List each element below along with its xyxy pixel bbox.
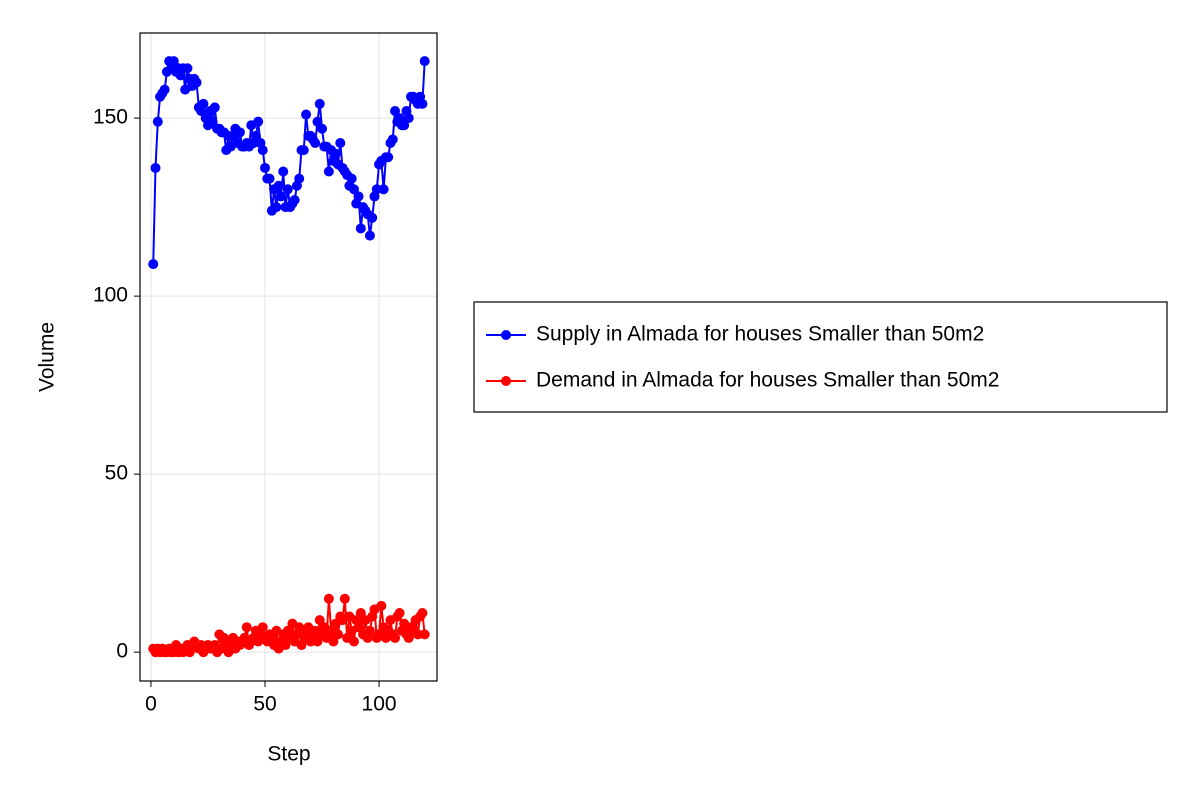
x-axis-label: Step	[267, 743, 310, 766]
point	[376, 600, 387, 611]
point	[346, 173, 357, 184]
point	[241, 622, 252, 633]
y-tick-label: 50	[105, 462, 128, 485]
point	[301, 109, 312, 120]
point	[161, 66, 172, 77]
point	[314, 615, 325, 626]
point	[294, 173, 305, 184]
point	[312, 116, 323, 127]
point	[298, 145, 309, 156]
point	[417, 98, 428, 109]
point	[371, 184, 382, 195]
point	[394, 607, 405, 618]
point	[355, 223, 366, 234]
point	[314, 98, 325, 109]
point	[348, 184, 359, 195]
point	[278, 166, 289, 177]
legend-marker	[501, 330, 511, 340]
point	[260, 162, 271, 173]
point	[403, 113, 414, 124]
x-tick-label: 50	[253, 693, 276, 716]
point	[317, 123, 328, 134]
point	[150, 162, 161, 173]
point	[209, 102, 220, 113]
point	[191, 77, 202, 88]
point	[378, 184, 389, 195]
legend-label: Supply in Almada for houses Smaller than…	[536, 323, 984, 346]
point	[403, 632, 414, 643]
point	[159, 84, 170, 95]
y-axis-label: Volume	[36, 322, 59, 392]
x-tick-label: 100	[362, 693, 397, 716]
point	[417, 607, 428, 618]
point	[168, 56, 179, 67]
point	[250, 130, 261, 141]
point	[207, 116, 218, 127]
plot-frame	[139, 32, 438, 682]
legend-label: Demand in Almada for houses Smaller than…	[536, 369, 999, 392]
point	[419, 56, 430, 67]
legend-marker	[501, 376, 511, 386]
point	[412, 629, 423, 640]
x-tick-label: 0	[145, 693, 157, 716]
point	[364, 230, 375, 241]
point	[257, 622, 268, 633]
point	[330, 148, 341, 159]
point	[335, 138, 346, 149]
point	[348, 636, 359, 647]
point	[387, 134, 398, 145]
point	[353, 622, 364, 633]
point	[339, 593, 350, 604]
point	[234, 127, 245, 138]
point	[364, 625, 375, 636]
point	[273, 180, 284, 191]
point	[152, 116, 163, 127]
point	[353, 191, 364, 202]
point	[355, 607, 366, 618]
point	[323, 166, 334, 177]
point	[148, 259, 159, 270]
point	[282, 184, 293, 195]
point	[264, 173, 275, 184]
point	[390, 105, 401, 116]
point	[198, 98, 209, 109]
legend-box	[473, 301, 1168, 413]
point	[253, 116, 264, 127]
point	[367, 212, 378, 223]
point	[257, 145, 268, 156]
point	[323, 593, 334, 604]
y-tick-label: 0	[116, 640, 128, 663]
point	[333, 629, 343, 640]
point	[383, 152, 394, 163]
y-tick-label: 100	[93, 284, 128, 307]
point	[296, 640, 307, 651]
point	[328, 636, 339, 647]
point	[271, 202, 282, 213]
point	[419, 629, 430, 640]
point	[310, 138, 321, 149]
point	[390, 632, 401, 643]
point	[280, 640, 291, 651]
y-tick-label: 150	[93, 106, 128, 129]
point	[312, 636, 323, 647]
point	[275, 191, 286, 202]
point	[182, 63, 193, 74]
point	[289, 194, 300, 205]
point	[399, 120, 410, 131]
